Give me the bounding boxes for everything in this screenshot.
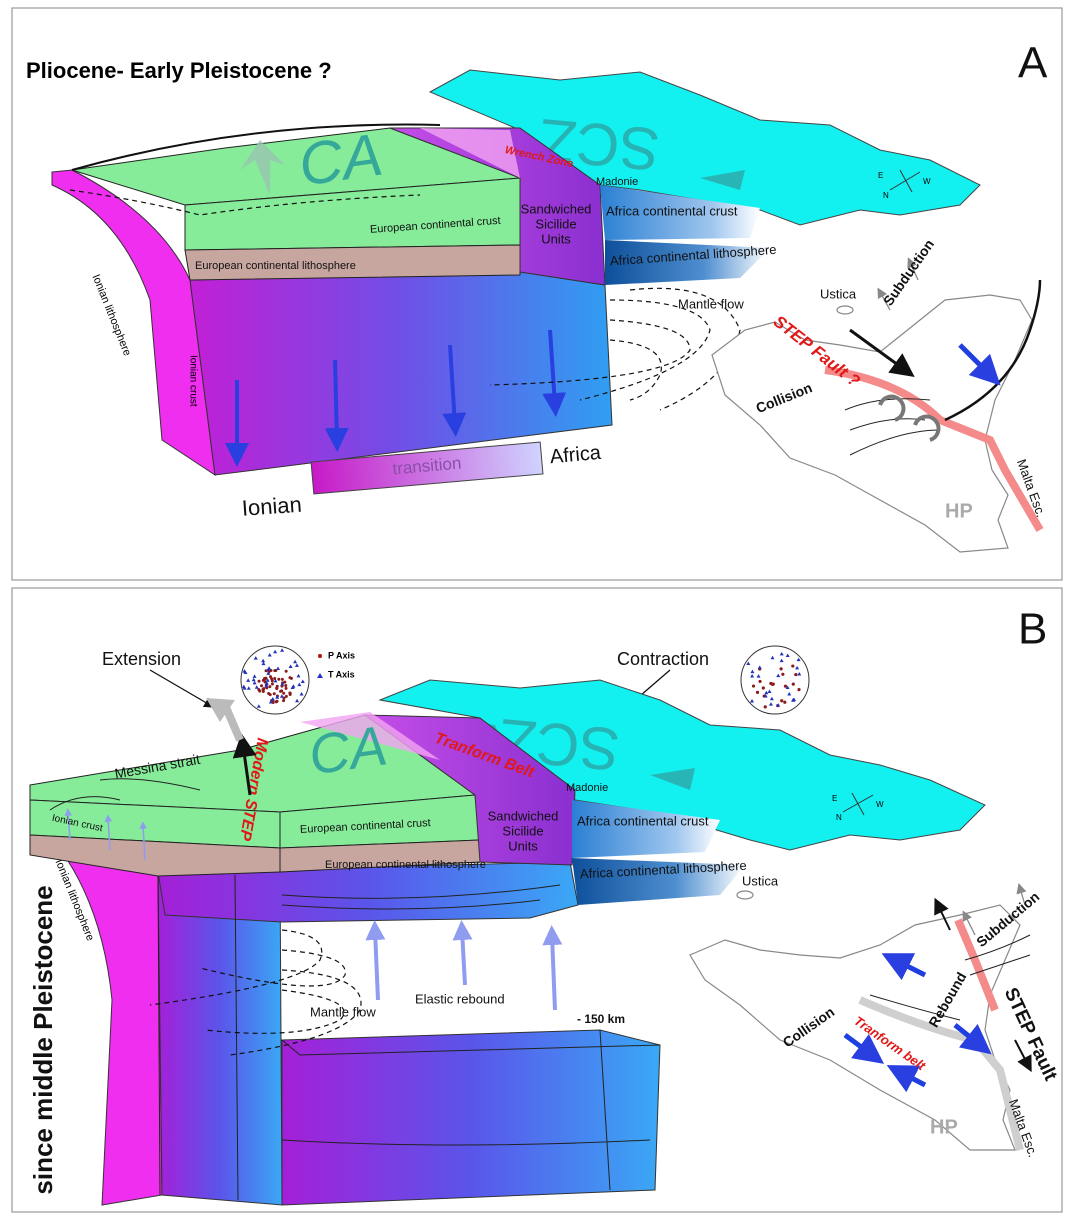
- stereonet-point: [756, 691, 759, 694]
- legend-right: Africa: [549, 442, 603, 468]
- madonie-label: Madonie: [596, 176, 638, 188]
- stereonet-point: [285, 695, 288, 698]
- compass: W: [923, 177, 931, 186]
- stereonet-point: [260, 684, 263, 687]
- legend-p-symbol: [318, 654, 322, 658]
- ustica-label: Ustica: [820, 286, 857, 301]
- sicilide-label: Units: [508, 838, 538, 853]
- stereonet-point: [285, 670, 288, 673]
- africa-crust-label: Africa continental crust: [577, 813, 709, 828]
- stereonet-point: [276, 700, 279, 703]
- stereonet-point: [752, 684, 755, 687]
- stereonet-point: [277, 678, 280, 681]
- stereonet-point: [781, 673, 784, 676]
- step-fault-label: STEP Fault: [1000, 985, 1062, 1085]
- stereonet: [741, 646, 809, 714]
- stereonet-point: [764, 705, 767, 708]
- legend-t-symbol: [317, 673, 323, 678]
- stereonet-point: [271, 683, 274, 686]
- stereonet-point: [281, 678, 284, 681]
- sicilide-label: Units: [541, 231, 571, 246]
- stereonet-point: [758, 680, 761, 683]
- stereonet-point: [282, 699, 285, 702]
- mantle-flow-label: Mantle flow: [310, 1004, 376, 1019]
- panel-letter: A: [1018, 39, 1048, 88]
- stereonet-point: [262, 687, 265, 690]
- compass: E: [878, 171, 883, 180]
- subduction-label: Subduction: [880, 236, 937, 308]
- t-axis-label: T Axis: [328, 669, 355, 679]
- stereonet-point: [288, 676, 291, 679]
- stereonet-point: [284, 684, 287, 687]
- slab-column: [158, 872, 282, 1205]
- rebound-arrows: [462, 930, 465, 985]
- p-axis-label: P Axis: [328, 650, 355, 660]
- european-lithosphere-label: European continental lithosphere: [325, 859, 486, 871]
- panel-a: Pliocene- Early Pleistocene ? A SCZ WEN …: [12, 8, 1062, 580]
- ustica-island: [737, 891, 753, 899]
- hp-label: HP: [945, 500, 973, 522]
- sicilide-label: Sandwiched: [521, 201, 592, 216]
- contraction-label: Contraction: [617, 649, 709, 669]
- stereonet-point: [783, 701, 786, 704]
- pointer: [150, 670, 210, 705]
- panel-letter: B: [1018, 605, 1047, 654]
- madonie-label: Madonie: [566, 782, 608, 794]
- stereonet-point: [791, 664, 794, 667]
- extension-label: Extension: [102, 649, 181, 669]
- stereonet-point: [269, 675, 272, 678]
- legend-left: Ionian: [241, 492, 303, 521]
- stereonet-point: [268, 685, 271, 688]
- stereonet-point: [258, 680, 261, 683]
- stereonet-point: [784, 685, 787, 688]
- rebound-arrows: [552, 935, 555, 1010]
- stereonet-point: [276, 685, 279, 688]
- stereonet-point: [289, 693, 292, 696]
- ionian-lithosphere-label: Ionian lithosphere: [90, 273, 134, 358]
- sicilide-label: Sicilide: [502, 823, 543, 838]
- stereonet-point: [283, 681, 286, 684]
- stereonet-point: [285, 687, 288, 690]
- figure: Pliocene- Early Pleistocene ? A SCZ WEN …: [0, 0, 1071, 1215]
- sicilide-label: Sicilide: [535, 216, 576, 231]
- panel-b: B since middle Pleistocene P Axis T Axis…: [12, 588, 1062, 1212]
- hp-label: HP: [930, 1116, 958, 1138]
- mantle-flow-label: Mantle flow: [678, 296, 744, 311]
- ionian-crust-label: Ionian crust: [187, 355, 198, 407]
- page: { "panel_a": { "letter": "A", "title": "…: [0, 0, 1071, 1215]
- ca-label: CA: [305, 713, 391, 786]
- panel-title: since middle Pleistocene: [28, 885, 58, 1194]
- stereonet-point: [792, 683, 795, 686]
- european-lithosphere-label: European continental lithosphere: [195, 260, 356, 272]
- lower-mantle: [282, 1030, 660, 1205]
- stereonet-point: [263, 677, 266, 680]
- sicilide-label: Sandwiched: [488, 808, 559, 823]
- ustica-island: [837, 306, 853, 314]
- compass: W: [876, 800, 884, 809]
- stereonet-point: [279, 690, 282, 693]
- stereonet-point: [780, 667, 783, 670]
- mantle-block: [190, 272, 612, 475]
- stereonet-point: [780, 699, 783, 702]
- stereonet-point: [269, 693, 272, 696]
- stereonet-point: [762, 686, 765, 689]
- panel-title: Pliocene- Early Pleistocene ?: [26, 58, 332, 83]
- mantle-flow: [610, 340, 661, 400]
- elastic-rebound-label: Elastic rebound: [415, 991, 505, 1006]
- compass: N: [883, 191, 889, 200]
- africa-crust-label: Africa continental crust: [606, 203, 738, 218]
- stereonet-point: [769, 682, 772, 685]
- stereonet-point: [282, 692, 285, 695]
- sinking-arrows: [335, 360, 337, 440]
- stereonet-point: [794, 673, 797, 676]
- stereonet-point: [273, 669, 276, 672]
- ca-label: CA: [295, 121, 387, 199]
- compass: E: [832, 794, 837, 803]
- ustica-label: Ustica: [742, 873, 779, 888]
- compass: N: [836, 813, 842, 822]
- stereonet-point: [273, 692, 276, 695]
- stereonet-point: [797, 688, 800, 691]
- rebound-arrows: [375, 930, 378, 1000]
- depth-label: - 150 km: [577, 1012, 625, 1026]
